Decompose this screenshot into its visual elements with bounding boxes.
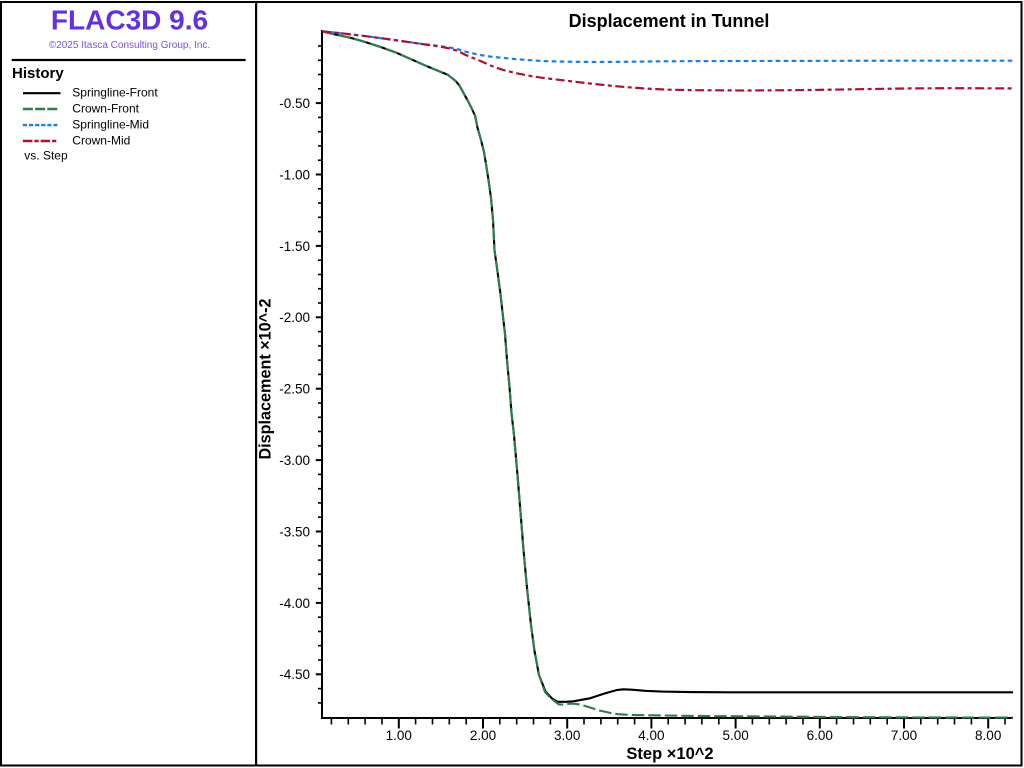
svg-text:3.00: 3.00: [554, 728, 580, 743]
svg-text:-2.00: -2.00: [279, 310, 310, 325]
svg-text:Crown-Front: Crown-Front: [72, 101, 139, 115]
svg-text:-3.50: -3.50: [279, 524, 310, 539]
svg-text:4.00: 4.00: [638, 728, 664, 743]
svg-text:-3.00: -3.00: [279, 453, 310, 468]
svg-text:©2025 Itasca Consulting Group,: ©2025 Itasca Consulting Group, Inc.: [49, 40, 210, 51]
svg-text:-4.00: -4.00: [279, 596, 310, 611]
svg-text:Springline-Mid: Springline-Mid: [72, 117, 149, 131]
svg-text:History: History: [12, 65, 64, 82]
svg-text:1.00: 1.00: [386, 728, 412, 743]
svg-text:vs. Step: vs. Step: [24, 149, 68, 163]
svg-text:-2.50: -2.50: [279, 382, 310, 397]
svg-text:-0.50: -0.50: [279, 96, 310, 111]
svg-text:5.00: 5.00: [722, 728, 748, 743]
svg-text:-1.50: -1.50: [279, 239, 310, 254]
svg-text:8.00: 8.00: [975, 728, 1001, 743]
svg-text:7.00: 7.00: [891, 728, 917, 743]
svg-text:2.00: 2.00: [470, 728, 496, 743]
svg-text:Displacement ×10^-2: Displacement ×10^-2: [256, 298, 274, 459]
svg-text:Crown-Mid: Crown-Mid: [72, 133, 130, 147]
svg-text:Step ×10^2: Step ×10^2: [626, 745, 713, 763]
svg-text:-1.00: -1.00: [279, 167, 310, 182]
svg-text:-4.50: -4.50: [279, 667, 310, 682]
svg-text:FLAC3D 9.6: FLAC3D 9.6: [51, 5, 208, 36]
svg-text:Springline-Front: Springline-Front: [72, 85, 158, 99]
svg-text:6.00: 6.00: [807, 728, 833, 743]
svg-text:Displacement in Tunnel: Displacement in Tunnel: [569, 11, 770, 31]
